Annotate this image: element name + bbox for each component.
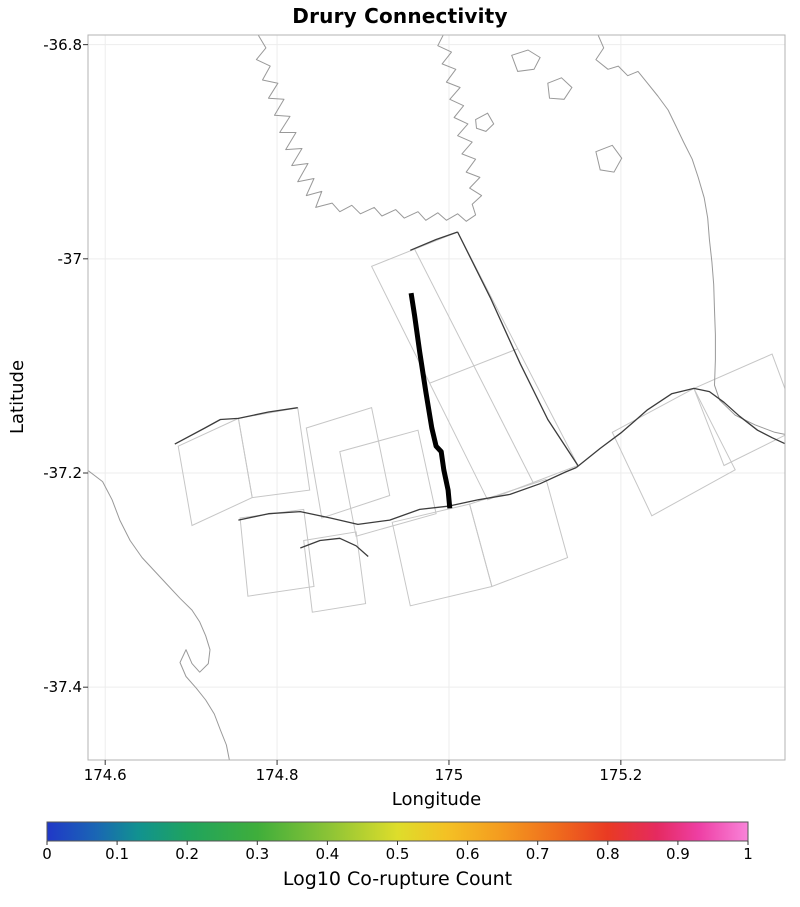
y-tick-label: -37.4 [43, 678, 82, 697]
fault-patch-outline [303, 531, 367, 613]
colorbar-tick-label: 0.4 [315, 845, 340, 863]
coastline [88, 469, 230, 760]
coastline [595, 35, 785, 435]
fault-patch-outline [693, 353, 785, 467]
plot-frame [87, 34, 786, 761]
fault-patch-outline [611, 387, 736, 517]
fault-trace [575, 387, 785, 469]
fault-trace [238, 505, 449, 526]
colorbar-tick-label: 0.8 [595, 845, 620, 863]
fault-patch-outline [391, 503, 493, 607]
x-tick-label: 174.6 [83, 766, 127, 784]
island-outline [475, 112, 495, 132]
fault-trace [410, 231, 458, 251]
colorbar-tick-label: 0.7 [525, 845, 550, 863]
colorbar [46, 821, 749, 842]
colorbar-tick-label: 1 [743, 845, 753, 863]
fault-patch-outline [468, 478, 569, 588]
fault-trace [300, 537, 369, 557]
x-tick-label: 175 [434, 766, 464, 784]
fault-patch-outline [339, 429, 437, 537]
y-tick-label: -37.2 [43, 463, 82, 482]
map-layers [88, 35, 785, 760]
y-tick-label: -36.8 [43, 35, 82, 54]
colorbar-tick-label: 0.2 [175, 845, 200, 863]
colorbar-tick-label: 0.5 [385, 845, 410, 863]
fault-patch-divider [429, 348, 518, 384]
y-tick-label: -37 [57, 249, 83, 268]
fault-patch-outline [305, 407, 391, 519]
island-outline [511, 49, 541, 72]
x-tick-label: 175.2 [599, 766, 643, 784]
fault-trace [447, 466, 577, 507]
island-outline [547, 77, 573, 100]
coastline [255, 35, 483, 222]
x-axis-label: Longitude [391, 789, 482, 810]
fault-trace [174, 407, 298, 445]
x-tick-label: 174.8 [255, 766, 299, 784]
highlighted-fault-trace [408, 292, 453, 509]
colorbar-tick-label: 0.3 [245, 845, 270, 863]
colorbar-tick-label: 0.6 [455, 845, 480, 863]
chart-title: Drury Connectivity [292, 4, 508, 28]
fault-patch-outline [237, 407, 311, 499]
colorbar-tick-label: 0 [42, 845, 52, 863]
fault-trace [457, 231, 579, 466]
colorbar-label: Log10 Co-rupture Count [282, 868, 513, 890]
colorbar-tick-label: 0.1 [105, 845, 130, 863]
island-outline [595, 144, 623, 173]
colorbar-tick-label: 0.9 [665, 845, 690, 863]
